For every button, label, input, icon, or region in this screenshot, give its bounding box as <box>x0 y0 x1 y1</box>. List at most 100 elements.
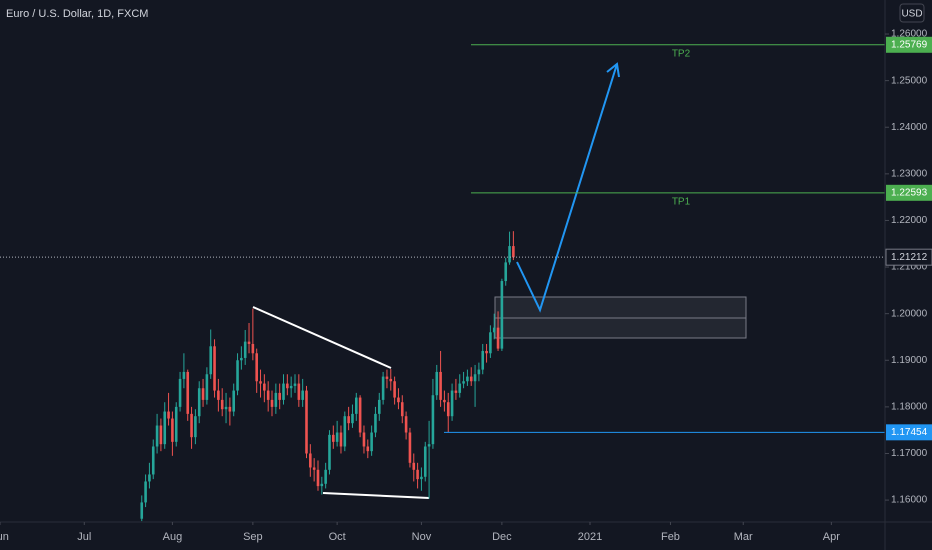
candle-body <box>197 388 201 417</box>
trend-line <box>322 492 430 499</box>
candle-body <box>485 350 488 354</box>
candle-body <box>155 425 159 447</box>
candle-body <box>251 343 255 354</box>
candle-body <box>182 371 186 379</box>
candle-body <box>305 390 308 454</box>
candle-body <box>393 381 396 398</box>
candle-body <box>400 402 404 417</box>
x-tick-label: Apr <box>823 531 840 543</box>
candle-body <box>178 378 182 407</box>
x-tick-label: Dec <box>492 531 512 543</box>
candle-body <box>454 390 458 393</box>
candle-body <box>274 392 278 407</box>
candle-body <box>423 446 427 477</box>
candle-body <box>320 483 324 487</box>
candle-body <box>243 341 247 358</box>
y-tick-label: 1.16000 <box>891 495 928 506</box>
candle-body <box>240 357 243 361</box>
candle-body <box>232 390 236 412</box>
y-tick-label: 1.26000 <box>891 29 928 40</box>
candle-body <box>366 446 370 452</box>
arrow-head <box>606 62 620 78</box>
price-tag <box>886 36 932 53</box>
candle-body <box>450 390 454 417</box>
y-tick-label: 1.18000 <box>891 402 928 413</box>
candle-body <box>332 434 335 442</box>
candle-body <box>151 446 155 475</box>
currency-label[interactable]: USD <box>901 9 922 20</box>
candle-body <box>316 469 320 487</box>
candle-body <box>220 399 224 410</box>
candle-body <box>431 395 435 445</box>
candle-body <box>186 371 190 414</box>
candle-body <box>309 453 312 468</box>
candle-body <box>174 406 178 442</box>
candle-body <box>477 369 481 375</box>
candle-body <box>190 413 193 438</box>
candle-body <box>381 376 385 400</box>
candle-body <box>492 327 496 333</box>
candle-body <box>362 432 366 447</box>
x-tick-label: Aug <box>163 531 183 543</box>
x-tick-label: Jul <box>77 531 91 543</box>
candle-body <box>236 360 239 391</box>
candle-body <box>312 467 316 470</box>
candle-body <box>351 413 354 424</box>
trend-line <box>252 306 392 369</box>
candle-body <box>358 397 362 433</box>
candle-body <box>427 444 431 447</box>
candle-body <box>466 376 469 382</box>
chart-title: Euro / U.S. Dollar, 1D, FXCM <box>6 8 148 20</box>
candle-body <box>297 383 301 400</box>
candle-body <box>328 434 331 470</box>
axes: Jun Jul Aug Sep Oct Nov Dec 2021 Feb Mar Apr 1.1600… <box>0 29 932 543</box>
candle-body <box>370 432 373 452</box>
candle-body <box>496 327 500 349</box>
candle-body <box>473 374 477 382</box>
candle-body <box>301 390 304 400</box>
y-tick-label: 1.24000 <box>891 122 928 133</box>
candle-body <box>159 425 163 445</box>
candle-body <box>228 406 232 412</box>
candle-body <box>259 381 262 384</box>
candle-body <box>194 416 197 438</box>
x-tick-label: Jun <box>0 531 9 543</box>
candle-body <box>500 281 504 349</box>
candle-body <box>266 390 270 400</box>
currency-button[interactable] <box>899 3 925 23</box>
y-tick-label: 1.22000 <box>891 215 928 226</box>
price-tag <box>886 424 932 441</box>
y-tick-label: 1.19000 <box>891 355 928 366</box>
candle-body <box>469 376 473 382</box>
candle-body <box>224 406 228 410</box>
y-tick-label: 1.17000 <box>891 448 928 459</box>
price-tag <box>886 184 932 201</box>
candle-body <box>397 397 400 403</box>
candle-body <box>209 346 213 375</box>
candle-body <box>389 378 393 382</box>
candle-body <box>439 371 442 400</box>
candle-body <box>278 392 281 400</box>
candle-body <box>140 502 144 519</box>
y-tick-label: 1.21000 <box>891 262 928 273</box>
candle-body <box>343 416 347 447</box>
candle-body <box>512 246 515 258</box>
x-tick-label: Oct <box>329 531 346 543</box>
candle-body <box>354 397 358 414</box>
candle-body <box>374 413 377 433</box>
candle-body <box>489 332 492 354</box>
y-tick-label: 1.20000 <box>891 308 928 319</box>
candle-body <box>293 383 297 386</box>
candle-body <box>335 432 339 442</box>
candle-body <box>205 374 209 400</box>
candle-body <box>435 371 439 396</box>
candle-body <box>167 411 170 419</box>
candle-body <box>412 462 416 470</box>
candle-body <box>508 246 511 263</box>
price-tag-label: 1.25769 <box>891 39 928 50</box>
last-price-label: 1.21212 <box>891 252 928 263</box>
candle-body <box>286 383 289 389</box>
candle-body <box>347 416 350 424</box>
